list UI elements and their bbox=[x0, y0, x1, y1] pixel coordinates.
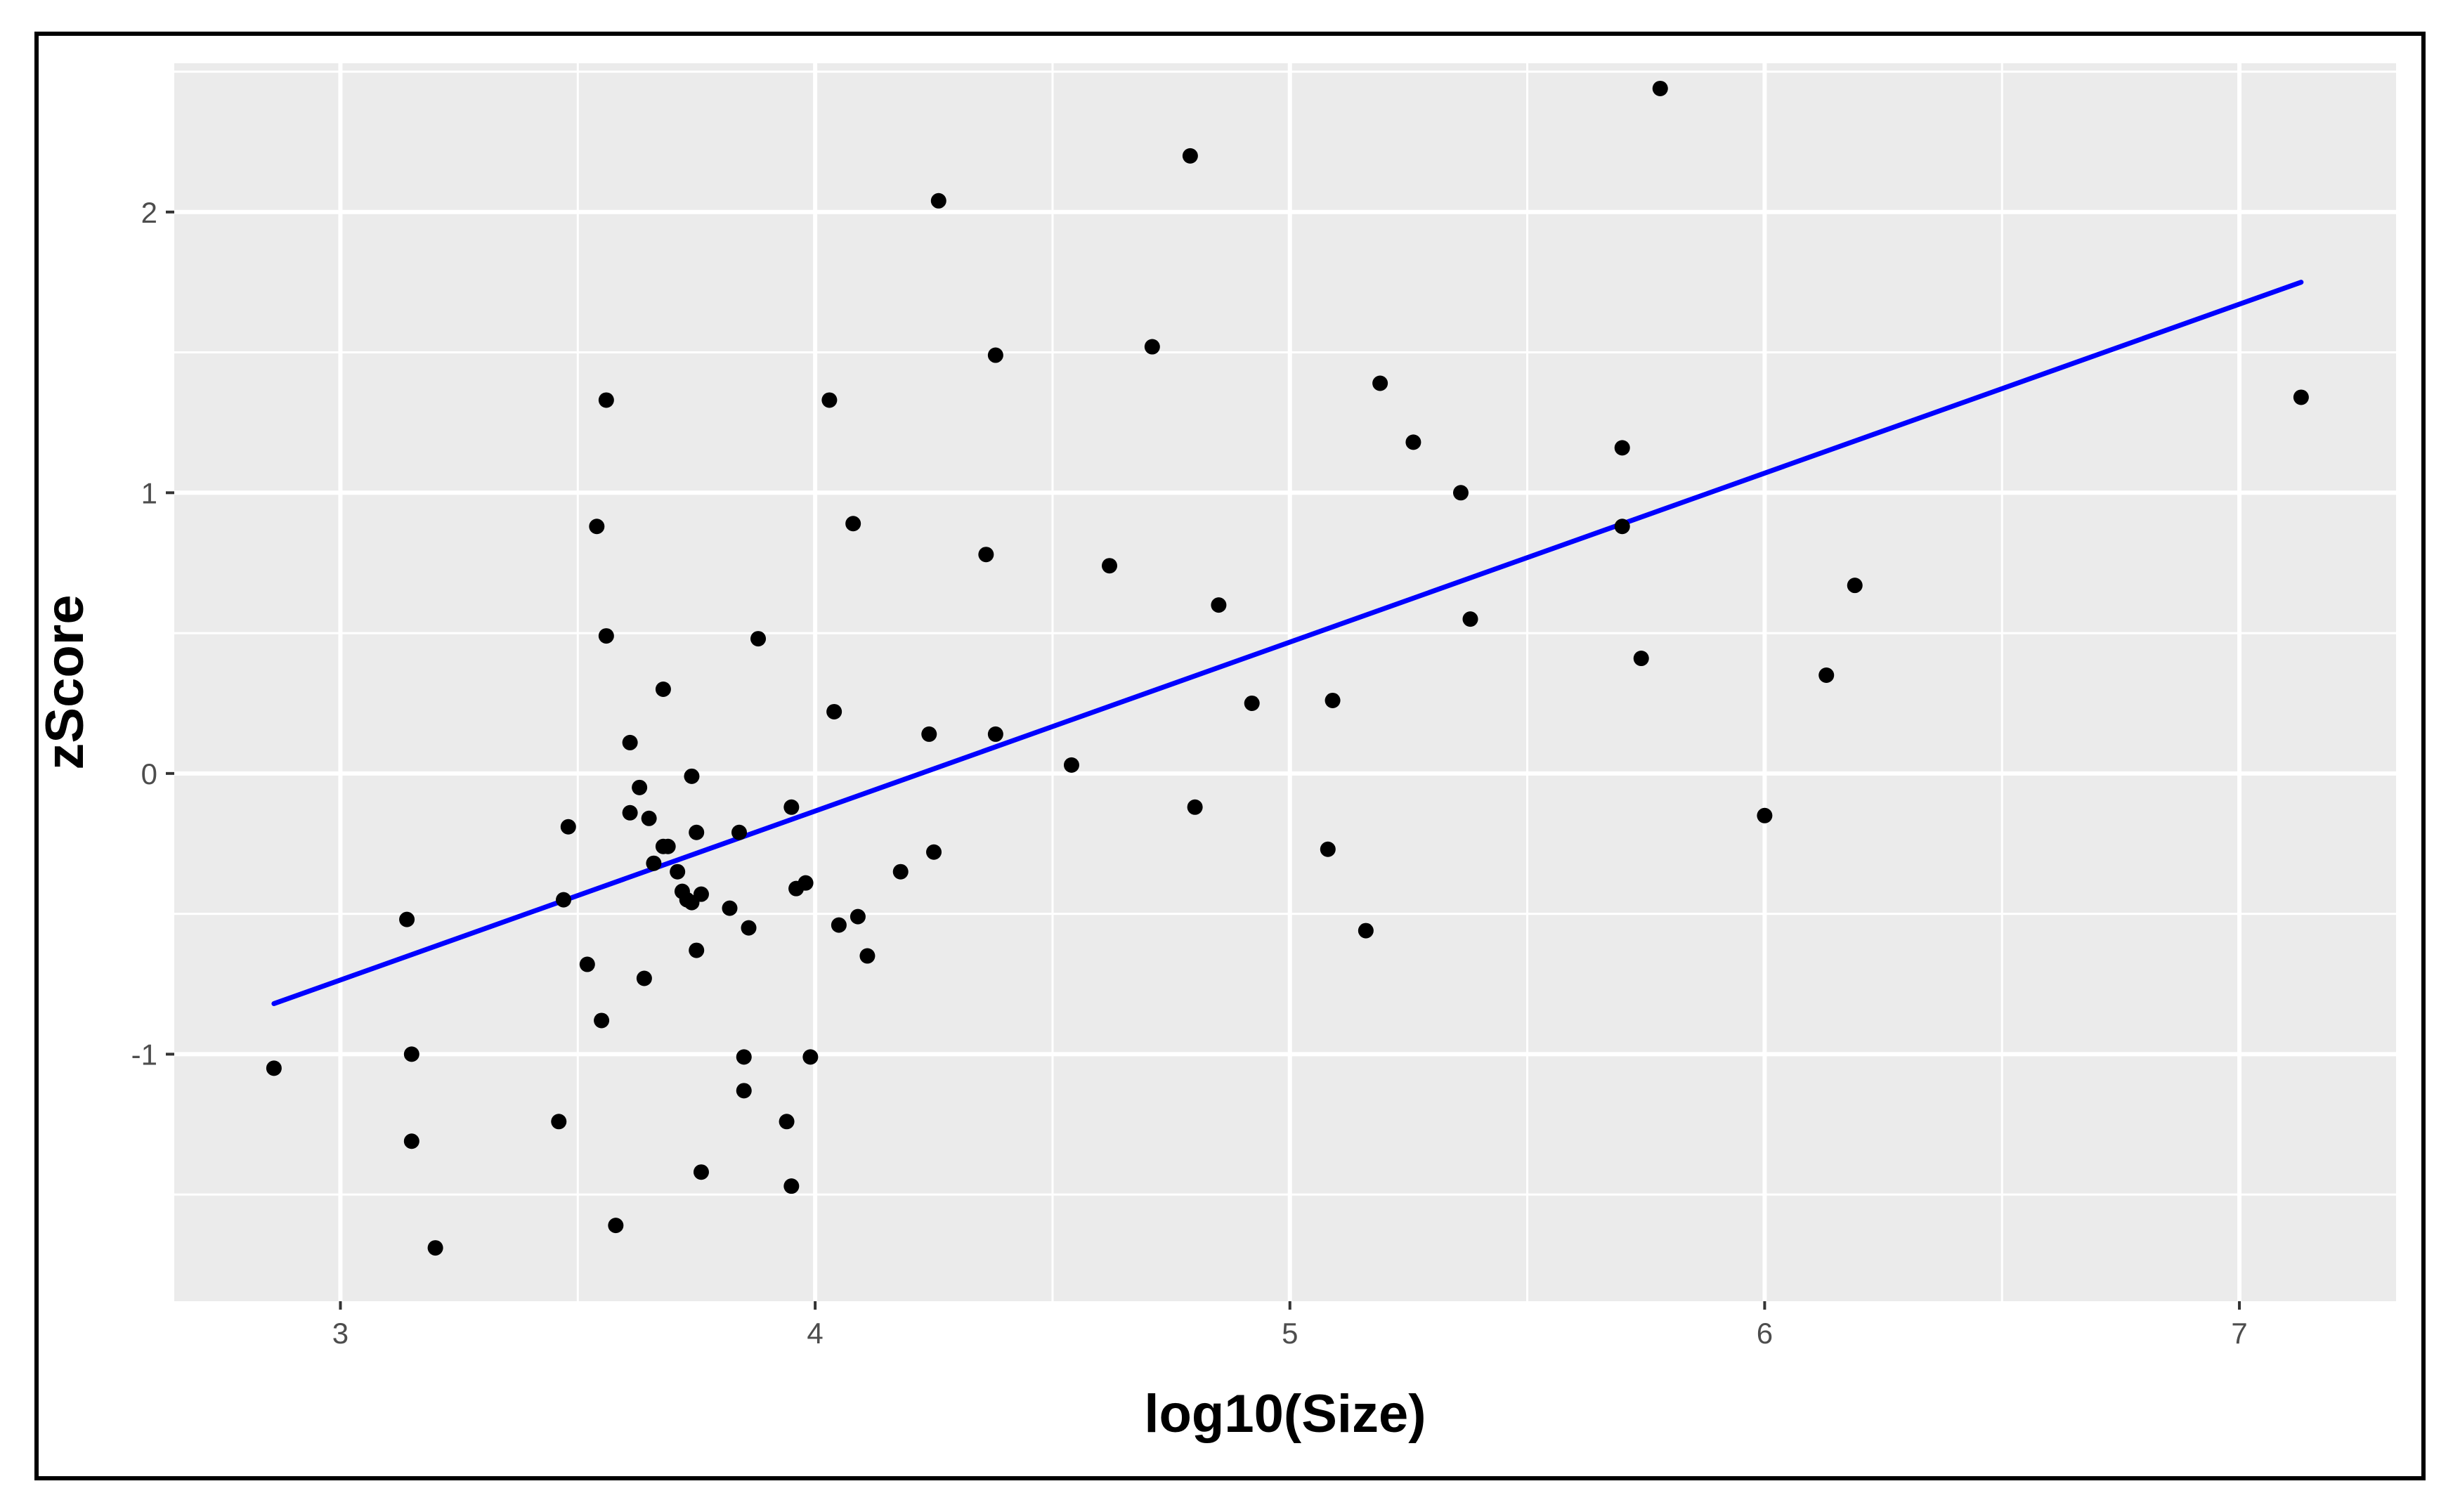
data-point bbox=[1325, 692, 1341, 708]
x-tick-label: 6 bbox=[1757, 1317, 1773, 1350]
data-point bbox=[1462, 611, 1478, 627]
data-point bbox=[750, 631, 767, 647]
data-point bbox=[1144, 339, 1160, 355]
data-point bbox=[403, 1133, 419, 1149]
data-point bbox=[1757, 807, 1773, 823]
data-point bbox=[845, 516, 861, 532]
data-point bbox=[987, 726, 1003, 742]
data-point bbox=[655, 681, 671, 697]
fit-line-layer bbox=[271, 280, 2304, 1006]
data-point bbox=[598, 628, 614, 644]
data-point bbox=[622, 734, 638, 750]
data-point bbox=[1405, 434, 1421, 450]
data-point bbox=[731, 824, 748, 840]
data-point bbox=[1182, 148, 1198, 164]
y-tick-label: 2 bbox=[141, 196, 157, 229]
data-point bbox=[741, 920, 757, 936]
data-point bbox=[689, 942, 705, 958]
data-point bbox=[978, 547, 994, 563]
y-tick-label: 1 bbox=[141, 476, 157, 509]
data-point bbox=[670, 863, 686, 880]
data-point bbox=[427, 1240, 443, 1256]
data-point bbox=[783, 799, 800, 815]
data-point bbox=[560, 819, 576, 835]
x-tick-label: 7 bbox=[2231, 1317, 2247, 1350]
data-point bbox=[2293, 389, 2309, 405]
data-point bbox=[693, 886, 709, 902]
x-axis-ticks: 3 4 5 6 7 bbox=[332, 1301, 2248, 1350]
data-point bbox=[598, 392, 614, 408]
data-point bbox=[892, 863, 909, 880]
data-point bbox=[1614, 440, 1630, 456]
data-point bbox=[594, 1012, 610, 1029]
data-point bbox=[646, 855, 662, 871]
data-point bbox=[1358, 923, 1374, 939]
data-point bbox=[641, 810, 657, 826]
data-point bbox=[779, 1114, 795, 1130]
data-point bbox=[693, 1164, 709, 1180]
y-axis-title: zScore bbox=[35, 594, 95, 769]
data-point bbox=[399, 911, 415, 927]
data-point bbox=[636, 970, 652, 986]
data-point bbox=[859, 948, 876, 964]
x-tick-label: 4 bbox=[807, 1317, 823, 1350]
data-point bbox=[1102, 558, 1118, 574]
data-point bbox=[798, 875, 814, 891]
data-point bbox=[1187, 799, 1203, 815]
data-point bbox=[660, 838, 676, 854]
y-tick-label: 0 bbox=[141, 757, 157, 790]
major-gridlines bbox=[174, 63, 2396, 1301]
data-point bbox=[266, 1060, 282, 1076]
regression-line bbox=[271, 280, 2304, 1006]
data-point bbox=[1211, 597, 1227, 613]
data-point bbox=[850, 908, 866, 925]
data-point bbox=[831, 917, 847, 933]
data-point bbox=[1818, 667, 1835, 684]
x-axis-title: log10(Size) bbox=[1144, 1384, 1426, 1444]
y-tick-label: -1 bbox=[131, 1038, 157, 1071]
data-point bbox=[921, 726, 937, 742]
data-point bbox=[1652, 80, 1668, 96]
data-point bbox=[722, 900, 738, 916]
data-point bbox=[589, 519, 605, 535]
data-point bbox=[1320, 841, 1336, 857]
data-point bbox=[1614, 519, 1630, 535]
x-tick-label: 3 bbox=[332, 1317, 349, 1350]
data-point bbox=[622, 804, 638, 821]
y-axis-ticks: -1 0 1 2 bbox=[131, 196, 174, 1071]
data-point bbox=[551, 1114, 567, 1130]
data-point bbox=[403, 1046, 419, 1062]
data-point bbox=[1063, 757, 1079, 773]
data-point bbox=[689, 824, 705, 840]
data-point bbox=[736, 1083, 752, 1099]
data-point bbox=[783, 1178, 800, 1194]
data-point bbox=[821, 392, 838, 408]
x-tick-label: 5 bbox=[1282, 1317, 1298, 1350]
data-point bbox=[579, 956, 595, 972]
data-point bbox=[930, 193, 946, 209]
plot-panel bbox=[174, 63, 2396, 1301]
minor-gridlines bbox=[174, 63, 2396, 1301]
data-point bbox=[556, 892, 572, 908]
data-point bbox=[608, 1218, 624, 1234]
data-point bbox=[1633, 651, 1649, 667]
data-point bbox=[632, 779, 648, 795]
data-point bbox=[684, 768, 700, 784]
data-point bbox=[1847, 578, 1863, 594]
data-point bbox=[987, 347, 1003, 363]
data-point bbox=[926, 844, 942, 860]
data-point bbox=[1452, 485, 1469, 501]
points-layer bbox=[266, 80, 2309, 1256]
data-point bbox=[736, 1049, 752, 1065]
data-point bbox=[1244, 695, 1260, 711]
data-point bbox=[802, 1049, 819, 1065]
data-point bbox=[1372, 375, 1388, 391]
data-point bbox=[826, 703, 842, 719]
